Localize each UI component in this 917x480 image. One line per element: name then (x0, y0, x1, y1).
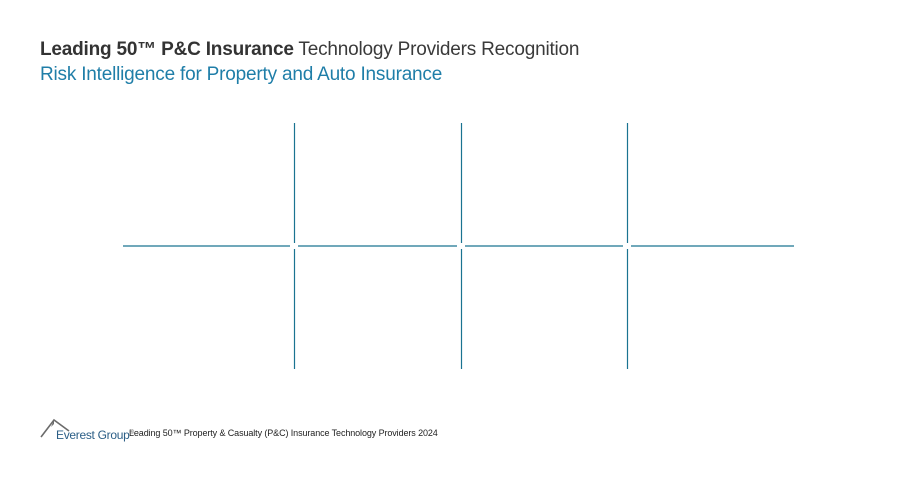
logo-wordmark: Everest Group® (56, 428, 134, 442)
page-subtitle: Risk Intelligence for Property and Auto … (40, 64, 443, 85)
everest-group-logo: Everest Group® (40, 418, 134, 444)
registered-mark: ® (129, 430, 134, 436)
footer: Everest Group® Leading 50™ Property & Ca… (40, 416, 438, 444)
footer-caption: Leading 50™ Property & Casualty (P&C) In… (129, 428, 438, 438)
page-title-bold: Leading 50™ P&C Insurance (40, 39, 294, 60)
page-title-rest: Technology Providers Recognition (293, 39, 580, 60)
mountain-icon (40, 418, 70, 438)
page-title: Leading 50™ P&C Insurance Technology Pro… (40, 38, 579, 62)
